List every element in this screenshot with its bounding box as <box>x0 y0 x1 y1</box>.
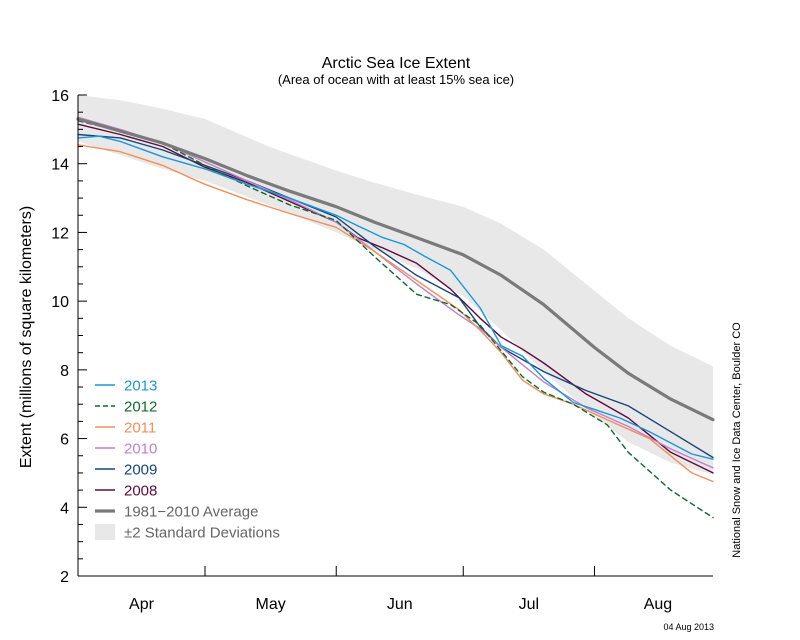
x-tick-label-jun: Jun <box>387 596 413 613</box>
legend-item-label: 2013 <box>124 378 157 395</box>
legend-item-label: 2011 <box>124 420 156 437</box>
legend-item-label: 2008 <box>124 483 157 500</box>
series-line-2009 <box>77 133 714 459</box>
series-line-2010 <box>77 116 714 469</box>
date-stamp: 04 Aug 2013 <box>663 622 714 632</box>
legend-item-label: 1981−2010 Average <box>124 504 258 521</box>
y-tick-label: 12 <box>51 225 69 242</box>
legend-item-label: 2009 <box>124 462 157 479</box>
series-line-2008 <box>77 123 714 474</box>
series-line-2013 <box>77 135 714 460</box>
y-tick-label: 6 <box>60 432 69 449</box>
y-tick-label: 14 <box>51 157 69 174</box>
legend: 2013 2012 2011 2010 2009 2008 1981−2010 Averag… <box>95 378 280 542</box>
std-dev-band <box>78 95 713 475</box>
y-tick-label: 10 <box>51 294 69 311</box>
y-tick-label: 4 <box>60 500 69 517</box>
y-axis-label: Extent (millions of square kilometers) <box>18 206 35 468</box>
y-tick-label: 2 <box>60 569 69 586</box>
x-tick-label-apr: Apr <box>129 596 155 613</box>
series-line-1981-2010-average <box>76 117 715 422</box>
legend-item-label: 2012 <box>124 399 157 416</box>
x-tick-label-jul: Jul <box>519 596 539 613</box>
x-tick-label-may: May <box>255 596 285 613</box>
legend-band-label: ±2 Standard Deviations <box>124 525 280 542</box>
credit-label: National Snow and Ice Data Center, Bould… <box>731 322 743 558</box>
y-tick-label: 8 <box>60 363 69 380</box>
chart-title: Arctic Sea Ice Extent <box>322 55 471 72</box>
series-line-2012 <box>77 120 714 519</box>
chart-subtitle: (Area of ocean with at least 15% sea ice… <box>278 72 514 87</box>
x-tick-label-aug: Aug <box>644 596 672 613</box>
y-tick-label: 16 <box>51 88 69 105</box>
legend-item-label: 2010 <box>124 441 157 458</box>
legend-band-swatch <box>95 524 115 540</box>
